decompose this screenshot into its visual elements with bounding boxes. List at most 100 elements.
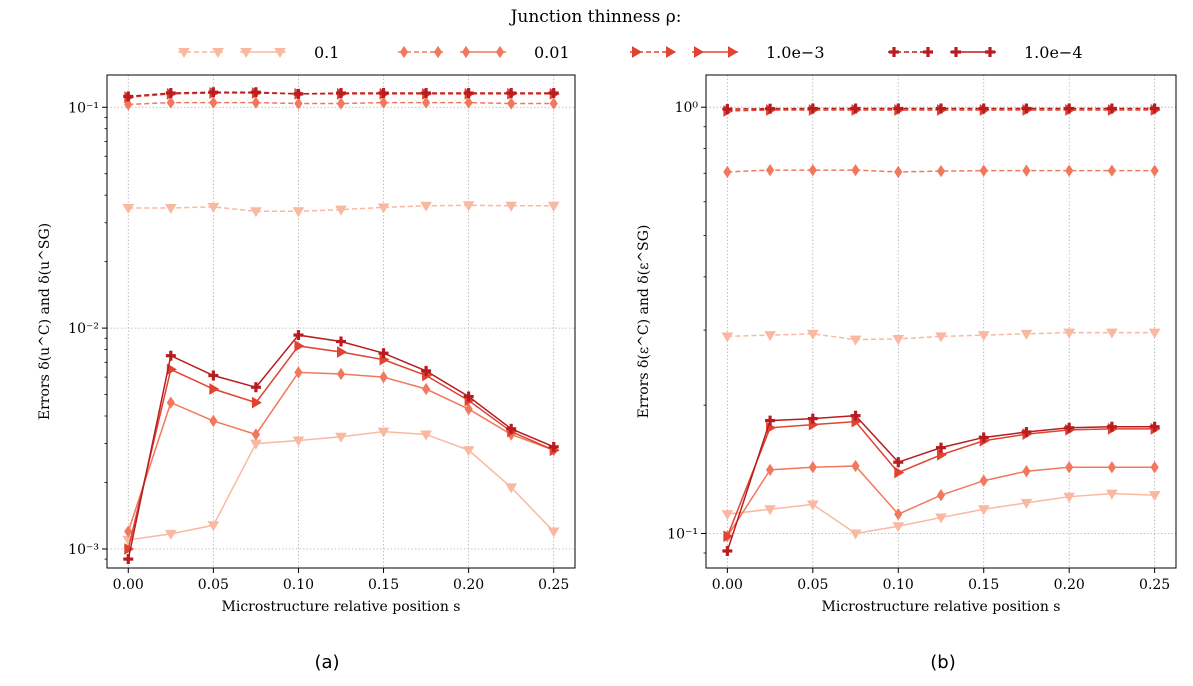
- b-point-5-5: [936, 489, 946, 502]
- a-point-3-0: [123, 91, 134, 102]
- b-point-1-3: [851, 163, 860, 177]
- a-point-5-7: [421, 382, 431, 396]
- b-point-7-6: [978, 432, 989, 443]
- b-point-1-6: [979, 164, 988, 177]
- b-point-0-7: [1020, 329, 1033, 340]
- panel-b: 0.00 0.05 0.10 0.15 0.20 0.25 10⁻¹ 10⁰ Microstru…: [636, 74, 1177, 673]
- a-point-5-3: [251, 428, 261, 441]
- b-point-6-4: [894, 466, 905, 479]
- b-point-7-4: [893, 457, 904, 468]
- legend-marker-dashed-b-3: [923, 47, 933, 57]
- b-series-1: [723, 163, 1159, 179]
- a-point-3-9: [506, 88, 517, 99]
- b-point-3-9: [1106, 103, 1117, 114]
- b-point-3-0: [722, 104, 733, 115]
- a-point-3-6: [378, 88, 389, 99]
- a-point-0-5: [335, 205, 347, 216]
- a-point-4-1: [164, 529, 177, 540]
- b-point-5-3: [851, 459, 860, 473]
- a-frame: [106, 74, 576, 569]
- b-point-3-6: [978, 103, 989, 114]
- legend-label-3: 1.0e−4: [1024, 43, 1083, 62]
- b-point-3-3: [850, 103, 861, 114]
- plot-b: 0.00 0.05 0.10 0.15 0.20 0.25 10⁻¹ 10⁰ Microstru…: [636, 74, 1177, 615]
- b-ytick-label-1: 10⁰: [675, 100, 699, 116]
- b-point-4-4: [892, 522, 905, 533]
- b-point-4-2: [806, 500, 819, 511]
- b-point-4-0: [721, 510, 734, 521]
- b-point-7-10: [1149, 421, 1160, 432]
- legend: Junction thinness ρ: 0.1 0.01 1.0e−3 1.0e−4: [178, 7, 1083, 62]
- b-point-3-1: [765, 103, 776, 114]
- a-point-6-4: [294, 340, 305, 352]
- a-point-0-10: [547, 201, 560, 212]
- b-point-4-7: [1020, 498, 1033, 509]
- a-xtick-label-5: 0.25: [538, 577, 569, 593]
- b-series-line-3: [727, 107, 1155, 110]
- legend-marker-solid-b-2: [728, 46, 738, 58]
- b-point-5-9: [1107, 461, 1117, 474]
- a-point-5-2: [209, 414, 218, 428]
- a-xtick-label-4: 0.20: [453, 577, 484, 593]
- a-point-3-1: [165, 88, 176, 99]
- a-point-7-2: [208, 370, 219, 381]
- b-point-1-10: [1150, 164, 1159, 177]
- a-point-7-1: [165, 350, 176, 361]
- b-series-line-0: [727, 331, 1155, 341]
- b-point-5-8: [1065, 461, 1074, 474]
- a-point-6-2: [209, 383, 220, 395]
- legend-marker-solid-b-3: [985, 47, 995, 57]
- a-xtick-label-0: 0.00: [113, 577, 144, 593]
- legend-entry-0: 0.1: [178, 43, 339, 62]
- legend-label-0: 0.1: [314, 43, 339, 62]
- b-point-3-4: [893, 103, 904, 114]
- a-point-1-6: [379, 96, 388, 109]
- b-series-4: [721, 489, 1161, 540]
- b-point-0-0: [721, 332, 734, 343]
- a-point-1-5: [336, 97, 346, 110]
- a-point-5-4: [294, 366, 303, 379]
- b-ytick-label-0: 10⁻¹: [667, 527, 698, 543]
- b-point-5-2: [808, 461, 817, 474]
- a-point-4-2: [207, 521, 220, 532]
- a-point-0-2: [207, 202, 220, 213]
- legend-marker-solid-b-0: [274, 48, 286, 58]
- b-series-6: [723, 415, 1161, 543]
- a-point-7-7: [421, 365, 432, 376]
- b-xtick-label-1: 0.05: [797, 577, 828, 593]
- b-point-3-7: [1021, 103, 1032, 114]
- a-xtick-label-2: 0.10: [283, 577, 314, 593]
- b-point-0-9: [1106, 328, 1118, 339]
- b-series-3: [722, 103, 1160, 115]
- b-series-line-1: [727, 169, 1155, 173]
- legend-marker-solid-b-1: [495, 45, 505, 59]
- legend-label-2: 1.0e−3: [766, 43, 825, 62]
- b-xlabel: Microstructure relative position s: [822, 599, 1061, 615]
- b-point-7-3: [850, 410, 861, 421]
- b-ylabel: Errors δ(ε^C) and δ(ε^SG): [636, 225, 652, 419]
- b-point-5-7: [1022, 465, 1031, 478]
- a-xlabel: Microstructure relative position s: [222, 599, 461, 615]
- legend-title: Junction thinness ρ:: [509, 7, 682, 27]
- a-point-4-5: [335, 432, 347, 443]
- a-point-4-10: [547, 527, 560, 538]
- b-point-1-5: [936, 164, 946, 178]
- a-series-5: [124, 366, 558, 538]
- a-ytick-label-0: 10⁻³: [68, 542, 99, 558]
- a-point-3-3: [250, 87, 261, 98]
- a-point-7-9: [506, 423, 517, 434]
- b-point-5-10: [1150, 461, 1159, 474]
- panel-b-label: (b): [930, 652, 955, 673]
- a-point-0-6: [377, 203, 390, 214]
- a-point-3-5: [336, 88, 346, 99]
- a-point-3-7: [421, 88, 432, 99]
- legend-marker-dashed-a-0: [178, 48, 190, 58]
- a-point-1-8: [464, 96, 473, 109]
- legend-marker-solid-a-0: [240, 48, 252, 58]
- legend-label-1: 0.01: [534, 43, 570, 62]
- legend-marker-dashed-b-0: [212, 48, 224, 58]
- a-series-1: [124, 96, 558, 111]
- legend-marker-solid-a-2: [694, 46, 704, 58]
- a-point-5-6: [379, 370, 388, 384]
- b-point-4-3: [849, 529, 862, 540]
